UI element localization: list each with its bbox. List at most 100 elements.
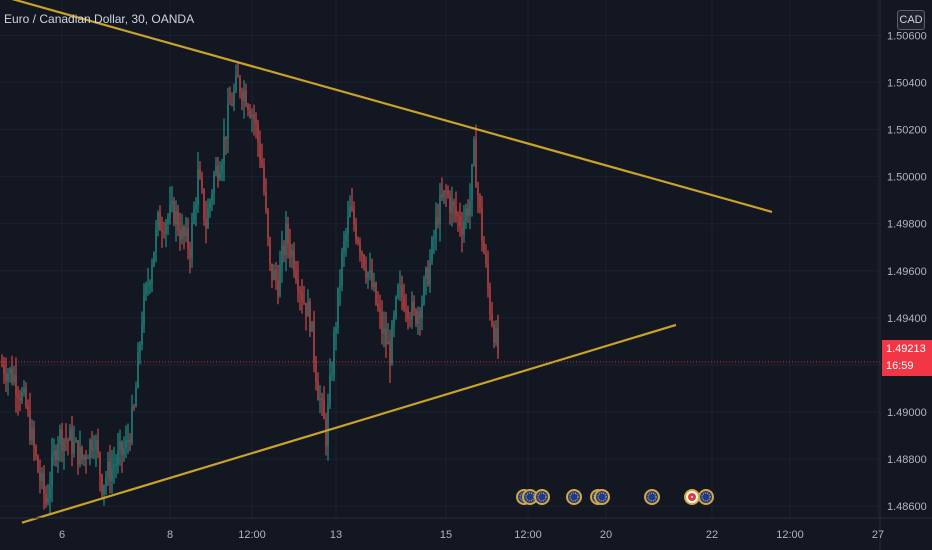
eu-event-icon[interactable] bbox=[698, 489, 714, 505]
candle-body bbox=[367, 272, 369, 278]
candle-body bbox=[57, 443, 59, 461]
candle-body bbox=[279, 265, 281, 297]
eu-event-icon[interactable] bbox=[594, 489, 610, 505]
candle-body bbox=[483, 241, 485, 254]
candle-body bbox=[169, 204, 171, 218]
candle-body bbox=[167, 217, 169, 224]
candle-body bbox=[133, 407, 135, 409]
candle-body bbox=[77, 440, 79, 465]
candle-body bbox=[207, 208, 209, 229]
candle-body bbox=[31, 428, 33, 441]
candle-body bbox=[445, 190, 447, 192]
candle-body bbox=[457, 214, 459, 216]
candle-body bbox=[423, 279, 425, 304]
candle-body bbox=[477, 187, 479, 196]
candle-body bbox=[267, 209, 269, 238]
candle-body bbox=[297, 279, 299, 291]
candle-body bbox=[379, 308, 381, 313]
candle-body bbox=[187, 228, 189, 249]
candle-body bbox=[83, 455, 85, 460]
candle-body bbox=[283, 245, 285, 255]
candle-body bbox=[129, 440, 131, 443]
candle-body bbox=[49, 486, 51, 498]
candle-body bbox=[89, 439, 91, 458]
candle-body bbox=[479, 195, 481, 208]
candle-body bbox=[435, 217, 437, 238]
candle-body bbox=[405, 309, 407, 311]
x-tick-label: 8 bbox=[167, 529, 173, 541]
candle-body bbox=[293, 250, 295, 271]
candle-body bbox=[341, 251, 343, 285]
candle-body bbox=[231, 103, 233, 106]
candle-body bbox=[291, 250, 293, 257]
candle-body bbox=[307, 301, 309, 317]
eu-event-icon[interactable] bbox=[644, 489, 660, 505]
y-tick-label: 1.50600 bbox=[887, 30, 927, 42]
candle-body bbox=[203, 189, 205, 220]
candle-body bbox=[313, 321, 315, 361]
candle-body bbox=[497, 328, 499, 354]
eu-event-icon[interactable] bbox=[534, 489, 550, 505]
candle-body bbox=[37, 455, 39, 473]
candle-body bbox=[461, 226, 463, 236]
candle-body bbox=[271, 263, 273, 280]
candle-body bbox=[365, 267, 367, 278]
candle-body bbox=[465, 208, 467, 221]
candle-body bbox=[117, 450, 119, 464]
y-tick-label: 1.49800 bbox=[887, 219, 927, 231]
canada-event-icon[interactable] bbox=[684, 489, 700, 505]
y-tick-label: 1.48800 bbox=[887, 454, 927, 466]
candle-body bbox=[269, 237, 271, 264]
candle-body bbox=[255, 118, 257, 125]
candle-body bbox=[199, 169, 201, 179]
candle-body bbox=[369, 270, 371, 273]
candle-body bbox=[389, 341, 391, 365]
candle-body bbox=[275, 270, 277, 280]
candle-body bbox=[285, 223, 287, 255]
candle-body bbox=[397, 285, 399, 298]
candle-body bbox=[177, 211, 179, 231]
candle-body bbox=[261, 159, 263, 166]
candle-body bbox=[357, 239, 359, 243]
candle-body bbox=[451, 201, 453, 213]
candle-body bbox=[249, 110, 251, 117]
candle-body bbox=[491, 313, 493, 325]
candle-body bbox=[27, 406, 29, 411]
candle-body bbox=[23, 388, 25, 393]
candle-body bbox=[407, 309, 409, 318]
candle-body bbox=[225, 136, 227, 139]
candle-body bbox=[443, 190, 445, 198]
candle-body bbox=[51, 455, 53, 487]
currency-button[interactable]: CAD bbox=[897, 10, 925, 30]
candle-body bbox=[485, 253, 487, 264]
last-price-tag: 1.49213 16:59 bbox=[882, 340, 932, 376]
candle-body bbox=[3, 365, 5, 375]
candle-body bbox=[219, 172, 221, 179]
candle-body bbox=[409, 317, 411, 320]
candle-body bbox=[69, 429, 71, 441]
candle-body bbox=[329, 375, 331, 405]
candle-body bbox=[135, 387, 137, 408]
candle-body bbox=[121, 441, 123, 455]
x-tick-label: 22 bbox=[706, 529, 718, 541]
candle-body bbox=[35, 446, 37, 456]
candle-body bbox=[101, 474, 103, 495]
y-tick-label: 1.48600 bbox=[887, 501, 927, 513]
candle-body bbox=[131, 407, 133, 443]
last-price-value: 1.49213 bbox=[886, 343, 926, 355]
candle-body bbox=[403, 297, 405, 310]
chart-title: Euro / Canadian Dollar, 30, OANDA bbox=[4, 12, 195, 26]
candle-body bbox=[473, 139, 475, 165]
candle-body bbox=[99, 453, 101, 475]
candle-body bbox=[381, 312, 383, 334]
candle-body bbox=[431, 238, 433, 262]
candle-body bbox=[433, 237, 435, 239]
candle-body bbox=[253, 114, 255, 119]
candle-body bbox=[347, 216, 349, 234]
candle-body bbox=[315, 360, 317, 382]
eu-event-icon[interactable] bbox=[566, 489, 582, 505]
candle-body bbox=[221, 164, 223, 173]
